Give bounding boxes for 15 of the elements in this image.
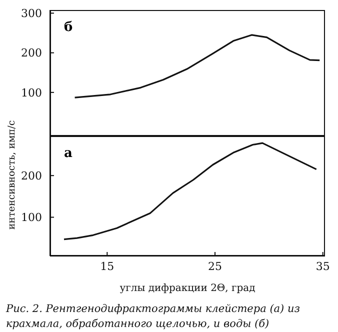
- text: б: [64, 20, 73, 35]
- text: а: [64, 146, 72, 161]
- y-tick-label: 300: [21, 7, 42, 20]
- line-series: [74, 34, 320, 98]
- x-tick-label: 15: [100, 260, 114, 273]
- y-tick-label: 100: [21, 211, 42, 224]
- line-series: [63, 142, 318, 240]
- x-tick-label: 35: [316, 260, 330, 273]
- x-axis-title: углы дифракции 2Θ, град: [118, 282, 256, 295]
- y-tick-label: 200: [21, 46, 42, 60]
- y-axis-title: интенсивность, имп/с: [6, 120, 18, 230]
- y-tick-label: 100: [21, 86, 42, 100]
- x-tick-label: 25: [208, 260, 222, 273]
- text: Рис. 2. Рентгенодифрактограммы клейстера (а) из крахмала, обработанного щелочью, и воды (б): [6, 302, 301, 332]
- y-tick-label: 200: [21, 169, 42, 182]
